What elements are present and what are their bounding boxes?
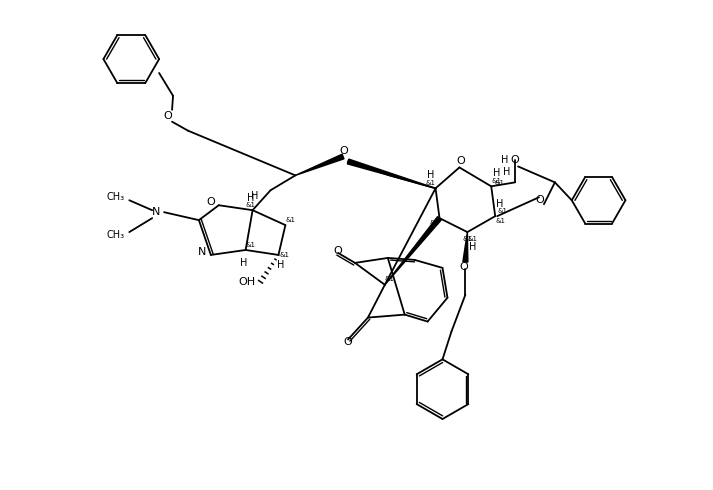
Text: &1: &1 xyxy=(429,220,439,226)
Text: &1: &1 xyxy=(494,180,504,186)
Text: &1: &1 xyxy=(462,236,473,242)
Text: &1: &1 xyxy=(426,180,436,186)
Text: H: H xyxy=(251,191,258,201)
Polygon shape xyxy=(385,217,441,285)
Text: O: O xyxy=(511,155,520,166)
Text: &1: &1 xyxy=(497,208,507,214)
Text: H: H xyxy=(240,258,247,268)
Text: H: H xyxy=(427,171,434,180)
Text: N: N xyxy=(152,207,160,217)
Text: O: O xyxy=(344,338,352,347)
Text: H: H xyxy=(501,155,509,166)
Text: O: O xyxy=(334,246,342,256)
Text: O: O xyxy=(535,195,544,205)
Text: &1: &1 xyxy=(467,236,477,242)
Text: H: H xyxy=(503,168,511,177)
Text: O: O xyxy=(459,262,468,272)
Text: H: H xyxy=(496,199,504,209)
Polygon shape xyxy=(295,154,344,175)
Text: &1: &1 xyxy=(285,217,295,223)
Text: &1: &1 xyxy=(245,202,255,208)
Text: O: O xyxy=(339,146,349,155)
Polygon shape xyxy=(463,232,468,262)
Text: &1: &1 xyxy=(385,276,395,282)
Text: H: H xyxy=(493,169,500,178)
Text: &1: &1 xyxy=(245,242,255,248)
Text: &1: &1 xyxy=(496,218,506,224)
Text: O: O xyxy=(456,156,465,167)
Text: N: N xyxy=(198,247,206,257)
Text: CH₃: CH₃ xyxy=(106,192,124,202)
Text: H: H xyxy=(247,193,255,203)
Text: OH: OH xyxy=(238,277,255,287)
Text: &1: &1 xyxy=(279,252,289,258)
Text: O: O xyxy=(164,111,173,121)
Text: H: H xyxy=(277,260,284,270)
Text: CH₃: CH₃ xyxy=(106,230,124,240)
Text: O: O xyxy=(206,197,215,207)
Text: &1: &1 xyxy=(491,178,501,184)
Text: H: H xyxy=(468,242,476,252)
Polygon shape xyxy=(347,159,436,188)
